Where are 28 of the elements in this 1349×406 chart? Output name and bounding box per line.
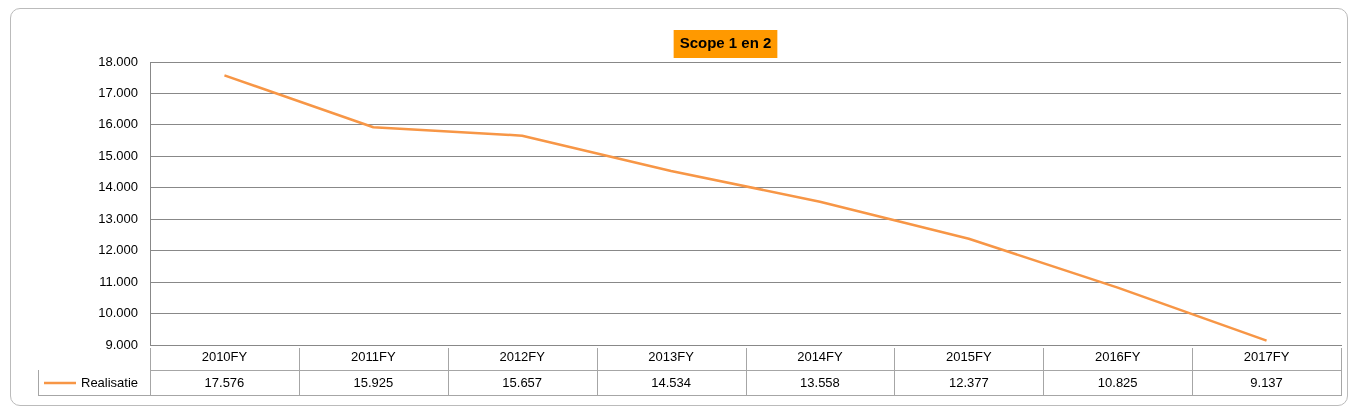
y-tick-label: 18.000 xyxy=(98,53,138,69)
x-tick-label: 2016FY xyxy=(1094,349,1141,365)
data-label: 12.377 xyxy=(948,374,989,390)
legend-label: Realisatie xyxy=(81,374,139,390)
x-tick-label: 2010FY xyxy=(201,349,248,365)
y-tick-label: 11.000 xyxy=(99,273,138,289)
data-label: 15.925 xyxy=(353,374,394,390)
y-tick-label: 10.000 xyxy=(98,305,138,321)
y-tick-label: 12.000 xyxy=(98,242,138,258)
y-tick-label: 16.000 xyxy=(98,116,138,132)
data-label: 14.534 xyxy=(651,374,691,390)
y-tick-label: 13.000 xyxy=(98,210,138,226)
data-label: 9.137 xyxy=(1250,374,1283,390)
x-tick-label: 2011FY xyxy=(351,349,396,365)
data-label: 17.576 xyxy=(204,374,245,390)
data-label: 15.657 xyxy=(502,374,543,390)
y-tick-label: 15.000 xyxy=(98,147,138,163)
x-tick-label: 2017FY xyxy=(1243,349,1290,365)
chart-title: Scope 1 en 2 xyxy=(679,34,772,52)
x-tick-label: 2013FY xyxy=(648,349,695,365)
y-tick-label: 14.000 xyxy=(98,179,138,195)
x-tick-label: 2015FY xyxy=(946,349,992,365)
data-label: 10.825 xyxy=(1097,374,1138,390)
data-label: 13.558 xyxy=(800,374,840,390)
y-tick-label: 17.000 xyxy=(98,85,138,101)
y-tick-label: 9.000 xyxy=(105,336,138,352)
x-tick-label: 2014FY xyxy=(797,349,844,365)
x-tick-label: 2012FY xyxy=(499,349,546,365)
